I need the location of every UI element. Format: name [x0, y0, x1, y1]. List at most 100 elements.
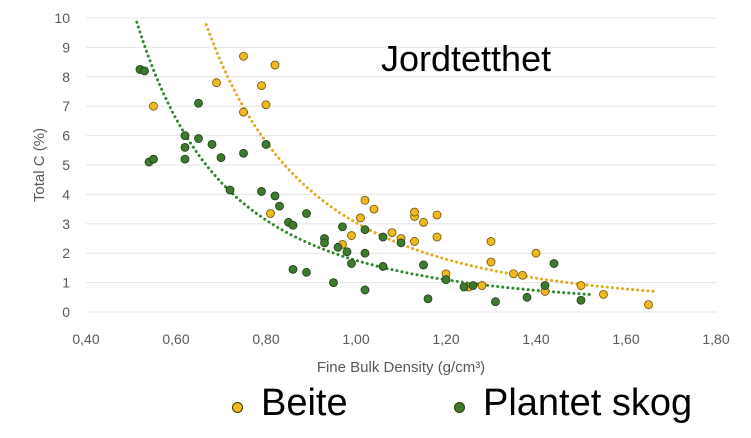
point-plantet-skog [342, 247, 352, 257]
x-tick-label: 1,40 [522, 331, 549, 347]
point-beite [410, 237, 419, 246]
point-plantet-skog [468, 281, 478, 290]
legend-label-beite: Beite [261, 382, 348, 424]
point-beite [356, 213, 365, 223]
point-plantet-skog [419, 260, 428, 270]
point-plantet-skog [396, 238, 406, 248]
y-tick-label: 0 [62, 304, 70, 320]
y-tick-label: 1 [62, 275, 70, 291]
point-plantet-skog [549, 259, 559, 268]
y-tick-label: 8 [62, 69, 70, 85]
point-beite [257, 81, 266, 91]
x-tick-label: 0,60 [162, 331, 189, 347]
y-tick-label: 3 [62, 216, 70, 232]
point-plantet-skog [360, 285, 370, 295]
point-plantet-skog [194, 134, 203, 143]
legend-item-plantet-skog: Plantet skog [454, 382, 692, 425]
point-beite [387, 228, 397, 238]
point-beite [239, 51, 248, 61]
y-tick-label: 2 [62, 245, 70, 261]
y-tick-label: 5 [62, 157, 70, 173]
y-tick-label: 9 [62, 39, 70, 55]
point-beite [477, 281, 487, 290]
point-plantet-skog [378, 232, 388, 242]
x-tick-label: 0,40 [72, 331, 99, 347]
chart-annotation: Jordtetthet [381, 38, 552, 79]
point-beite [432, 210, 442, 220]
point-plantet-skog [270, 191, 280, 201]
x-tick-label: 1,20 [432, 331, 459, 347]
x-tick-label: 1,00 [342, 331, 369, 347]
point-beite [486, 257, 496, 267]
point-plantet-skog [194, 98, 203, 108]
point-beite [149, 101, 158, 111]
point-plantet-skog [288, 220, 298, 230]
point-plantet-skog [338, 222, 347, 232]
point-beite [266, 209, 275, 218]
x-tick-label: 0,80 [252, 331, 279, 347]
legend: Beite Plantet skog [0, 382, 751, 438]
point-beite [599, 289, 608, 299]
legend-item-beite: Beite [232, 382, 348, 425]
point-plantet-skog [522, 292, 532, 302]
point-plantet-skog [225, 185, 235, 195]
point-beite [486, 237, 496, 246]
grid-lines [86, 17, 716, 313]
point-plantet-skog [441, 275, 451, 285]
y-tick-labels: 0 1 2 3 4 5 6 7 8 9 10 [54, 10, 70, 320]
point-plantet-skog [360, 225, 370, 235]
point-beite [576, 281, 586, 290]
y-tick-label: 10 [54, 10, 70, 26]
point-plantet-skog [239, 148, 248, 158]
point-plantet-skog [423, 294, 433, 304]
point-beite [212, 78, 221, 88]
y-axis-label: Total C (%) [31, 128, 48, 202]
x-tick-label: 1,80 [702, 331, 729, 347]
point-plantet-skog [459, 282, 469, 292]
data-points [135, 51, 653, 310]
point-plantet-skog [180, 154, 190, 164]
point-plantet-skog [378, 262, 388, 271]
point-plantet-skog [320, 238, 329, 248]
point-plantet-skog [302, 209, 311, 218]
point-plantet-skog [180, 142, 190, 152]
point-plantet-skog [261, 140, 271, 149]
point-plantet-skog [540, 281, 550, 290]
point-plantet-skog [360, 248, 370, 258]
point-plantet-skog [288, 264, 298, 274]
x-tick-labels: 0,40 0,60 0,80 1,00 1,20 1,40 1,60 1,80 [72, 331, 729, 347]
trendline-plantet-skog [135, 20, 592, 296]
y-tick-label: 7 [62, 98, 70, 114]
point-beite [419, 217, 428, 227]
point-beite [360, 195, 370, 205]
x-axis-label: Fine Bulk Density (g/cm³) [317, 359, 485, 376]
point-plantet-skog [333, 242, 343, 252]
point-plantet-skog [207, 140, 217, 149]
point-plantet-skog [576, 295, 586, 305]
point-plantet-skog [216, 153, 226, 163]
point-plantet-skog [302, 267, 311, 277]
point-plantet-skog [275, 201, 284, 211]
point-beite [239, 107, 248, 117]
point-beite [369, 204, 379, 214]
point-plantet-skog [180, 131, 190, 141]
point-beite [531, 248, 541, 258]
point-beite [432, 232, 442, 242]
point-plantet-skog [257, 187, 266, 196]
point-plantet-skog [329, 278, 338, 288]
point-plantet-skog [491, 297, 500, 307]
legend-marker-beite [232, 402, 243, 413]
point-beite [347, 231, 356, 240]
point-plantet-skog [149, 154, 158, 164]
point-plantet-skog [347, 259, 356, 268]
point-beite [270, 60, 280, 70]
point-beite [518, 270, 527, 280]
point-plantet-skog [140, 66, 149, 76]
point-beite [261, 100, 271, 110]
legend-marker-plantet-skog [454, 402, 465, 413]
y-tick-label: 4 [62, 186, 70, 202]
x-tick-label: 1,60 [612, 331, 639, 347]
point-beite [410, 207, 419, 217]
legend-label-plantet-skog: Plantet skog [483, 382, 693, 424]
